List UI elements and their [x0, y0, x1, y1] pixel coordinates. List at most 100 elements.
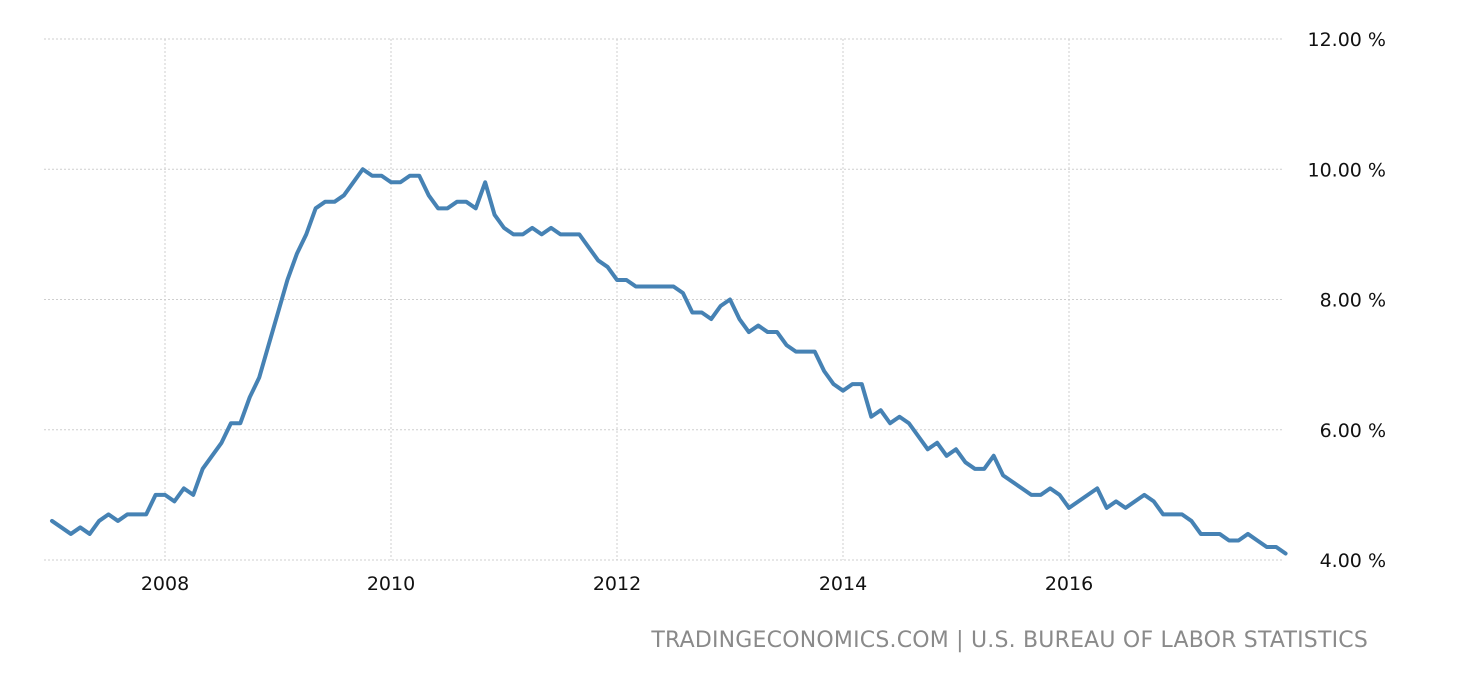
data-point-2008-02	[172, 499, 176, 503]
data-point-2011-02	[511, 232, 515, 236]
y-tick-label-1: 6.00 %	[1320, 420, 1386, 442]
data-point-2009-10	[361, 167, 365, 171]
data-point-2009-01	[276, 310, 280, 314]
data-point-2007-01	[50, 519, 54, 523]
data-point-2016-07	[1123, 506, 1127, 510]
data-point-2010-07	[445, 206, 449, 210]
data-point-2012-11	[709, 317, 713, 321]
data-point-2016-06	[1114, 499, 1118, 503]
data-point-2010-02	[398, 180, 402, 184]
data-point-2013-04	[756, 323, 760, 327]
data-point-2011-10	[587, 245, 591, 249]
data-point-2013-11	[822, 369, 826, 373]
data-point-2012-05	[652, 284, 656, 288]
data-point-2008-01	[163, 493, 167, 497]
data-point-2014-06	[888, 421, 892, 425]
data-point-2014-04	[869, 415, 873, 419]
data-point-2016-05	[1104, 506, 1108, 510]
data-point-2014-02	[850, 382, 854, 386]
data-point-2014-01	[841, 388, 845, 392]
data-point-2007-09	[125, 512, 129, 516]
data-point-2014-11	[935, 441, 939, 445]
data-point-2014-07	[897, 415, 901, 419]
data-point-2017-04	[1208, 532, 1212, 536]
data-point-2012-12	[718, 304, 722, 308]
data-point-2016-02	[1076, 499, 1080, 503]
data-point-2015-03	[973, 467, 977, 471]
data-point-2015-04	[982, 467, 986, 471]
data-point-2012-09	[690, 310, 694, 314]
data-point-2007-03	[69, 532, 73, 536]
data-point-2013-10	[813, 349, 817, 353]
data-point-2007-06	[97, 519, 101, 523]
data-point-2010-05	[426, 193, 430, 197]
y-axis-tick-labels: 4.00 % 6.00 % 8.00 % 10.00 % 12.00 %	[1308, 29, 1387, 572]
data-point-2010-10	[474, 206, 478, 210]
data-point-2013-09	[803, 349, 807, 353]
data-point-2013-08	[794, 349, 798, 353]
data-point-2017-03	[1199, 532, 1203, 536]
x-tick-label-1: 2010	[367, 573, 415, 595]
data-point-2016-11	[1161, 512, 1165, 516]
data-point-2007-11	[144, 512, 148, 516]
data-point-2014-12	[944, 454, 948, 458]
data-point-2014-05	[878, 408, 882, 412]
data-point-2017-11	[1274, 545, 1278, 549]
data-point-2010-12	[492, 213, 496, 217]
data-point-2008-05	[200, 467, 204, 471]
data-point-2017-01	[1180, 512, 1184, 516]
data-point-2013-02	[737, 317, 741, 321]
data-point-2015-09	[1029, 493, 1033, 497]
data-point-2007-12	[153, 493, 157, 497]
data-point-2013-06	[775, 330, 779, 334]
data-point-2014-03	[860, 382, 864, 386]
y-tick-label-0: 4.00 %	[1320, 550, 1386, 572]
data-point-2010-09	[464, 200, 468, 204]
data-point-2008-06	[210, 454, 214, 458]
data-point-2012-02	[624, 278, 628, 282]
data-point-2013-01	[728, 297, 732, 301]
data-point-2016-04	[1095, 486, 1099, 490]
data-point-2007-08	[116, 519, 120, 523]
data-point-2012-08	[681, 291, 685, 295]
data-point-2011-07	[558, 232, 562, 236]
y-tick-label-3: 10.00 %	[1308, 159, 1387, 181]
data-point-2011-04	[530, 226, 534, 230]
x-tick-label-3: 2014	[819, 573, 867, 595]
data-point-2016-10	[1152, 499, 1156, 503]
data-point-2008-10	[248, 395, 252, 399]
data-point-2010-03	[408, 174, 412, 178]
x-axis-tick-labels: 2008 2010 2012 2014 2016	[141, 573, 1093, 595]
data-point-2017-06	[1227, 538, 1231, 542]
data-point-2014-09	[916, 434, 920, 438]
data-point-2009-09	[351, 180, 355, 184]
data-point-2015-07	[1010, 480, 1014, 484]
source-attribution: TRADINGECONOMICS.COM | U.S. BUREAU OF LA…	[651, 628, 1368, 653]
x-tick-label-0: 2008	[141, 573, 189, 595]
data-point-2007-10	[135, 512, 139, 516]
data-point-2009-03	[295, 252, 299, 256]
data-point-2011-06	[549, 226, 553, 230]
data-point-2015-10	[1039, 493, 1043, 497]
data-point-2009-06	[323, 200, 327, 204]
data-point-2009-02	[285, 278, 289, 282]
data-point-2016-01	[1067, 506, 1071, 510]
data-point-2016-09	[1142, 493, 1146, 497]
data-point-2009-12	[379, 174, 383, 178]
data-point-2017-02	[1189, 519, 1193, 523]
data-point-2008-11	[257, 375, 261, 379]
data-point-2012-07	[671, 284, 675, 288]
x-tick-label-2: 2012	[593, 573, 641, 595]
data-point-2008-09	[238, 421, 242, 425]
data-point-2010-08	[455, 200, 459, 204]
data-point-2012-06	[662, 284, 666, 288]
data-point-2011-08	[568, 232, 572, 236]
data-point-2016-12	[1170, 512, 1174, 516]
data-point-2010-01	[389, 180, 393, 184]
x-tick-label-4: 2016	[1045, 573, 1093, 595]
data-point-2017-05	[1217, 532, 1221, 536]
data-point-2014-10	[926, 447, 930, 451]
data-point-2015-06	[1001, 473, 1005, 477]
data-point-2008-07	[219, 441, 223, 445]
data-point-2013-12	[831, 382, 835, 386]
